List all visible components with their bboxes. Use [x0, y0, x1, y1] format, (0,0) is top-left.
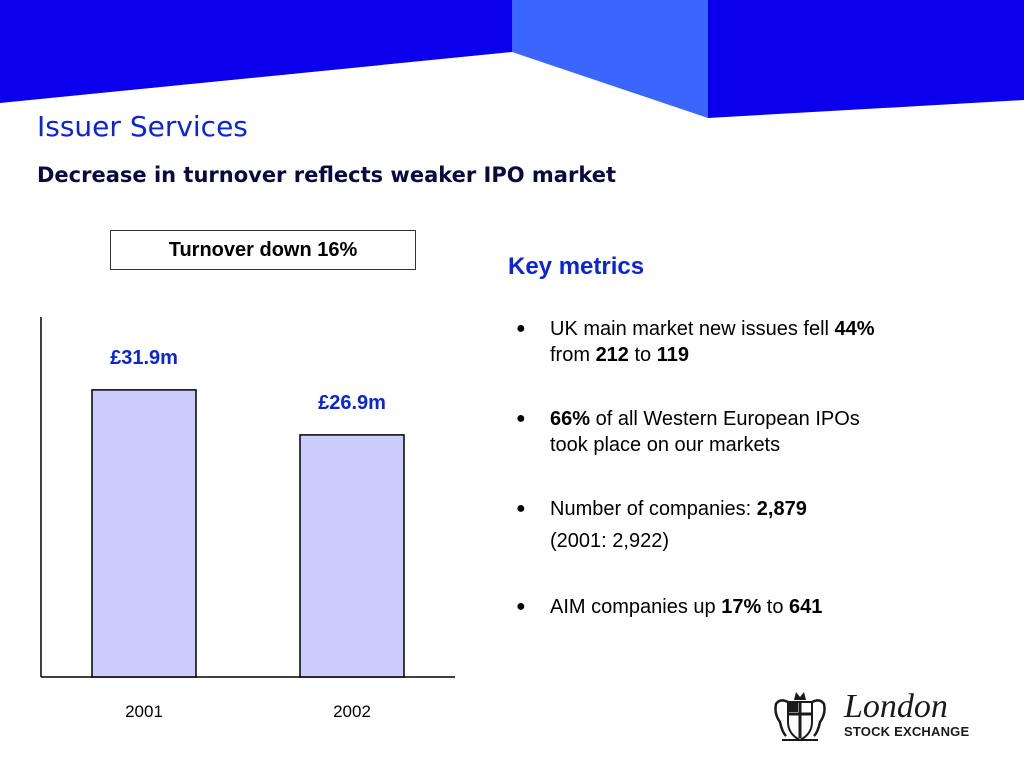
bar-2002: [299, 434, 405, 678]
metric-value: 2,879: [756, 498, 807, 520]
metric-text: to: [761, 596, 790, 618]
metric-text: AIM companies up: [550, 596, 722, 618]
bar-2001: [91, 389, 197, 678]
metric-value: 66%: [550, 408, 591, 430]
bullet-icon: ●: [516, 410, 526, 427]
metric-text: (2001: 2,922): [550, 530, 669, 552]
turnover-bar-chart: £31.9m 2001 £26.9m 2002: [40, 317, 455, 721]
page-subtitle: Decrease in turnover reflects weaker IPO…: [37, 163, 617, 187]
bullet-icon: ●: [516, 320, 526, 337]
banner-right-panel: [708, 0, 1024, 118]
data-label-2002: £26.9m: [318, 392, 386, 414]
metric-text: took place on our markets: [550, 434, 781, 456]
metric-value: 641: [789, 596, 823, 618]
list-item: ● AIM companies up 17% to 641: [510, 594, 990, 620]
banner-left-panel: [0, 0, 512, 103]
metric-text: from: [550, 344, 596, 366]
metric-value: 212: [595, 344, 629, 366]
metric-value: 17%: [721, 596, 762, 618]
key-metrics-list: ● UK main market new issues fell 44% fro…: [510, 316, 990, 620]
metric-value: 44%: [834, 318, 875, 340]
metric-text: UK main market new issues fell: [550, 318, 835, 340]
data-label-2001: £31.9m: [110, 347, 178, 369]
bullet-icon: ●: [516, 500, 526, 517]
page-title: Issuer Services: [37, 110, 248, 143]
crest-icon: [774, 692, 826, 742]
logo-stock-exchange-text: STOCK EXCHANGE: [844, 724, 970, 739]
metric-value: 119: [656, 344, 689, 366]
banner-center-panel: [512, 0, 708, 118]
list-item: ● Number of companies: 2,879 (2001: 2,92…: [510, 496, 990, 554]
metric-text: Number of companies:: [550, 498, 757, 520]
list-item: ● UK main market new issues fell 44% fro…: [510, 316, 990, 368]
list-item: ● 66% of all Western European IPOs took …: [510, 406, 990, 458]
x-tick-label-2001: 2001: [125, 702, 163, 721]
metric-text: to: [628, 344, 657, 366]
header-banner: [0, 0, 1024, 118]
metric-text: of all Western European IPOs: [590, 408, 860, 430]
key-metrics-heading: Key metrics: [508, 253, 645, 280]
x-tick-label-2002: 2002: [333, 702, 371, 721]
lse-logo: London STOCK EXCHANGE: [772, 688, 1002, 744]
bullet-icon: ●: [516, 598, 526, 615]
turnover-callout: Turnover down 16%: [110, 230, 416, 270]
logo-london-text: London: [844, 688, 948, 725]
